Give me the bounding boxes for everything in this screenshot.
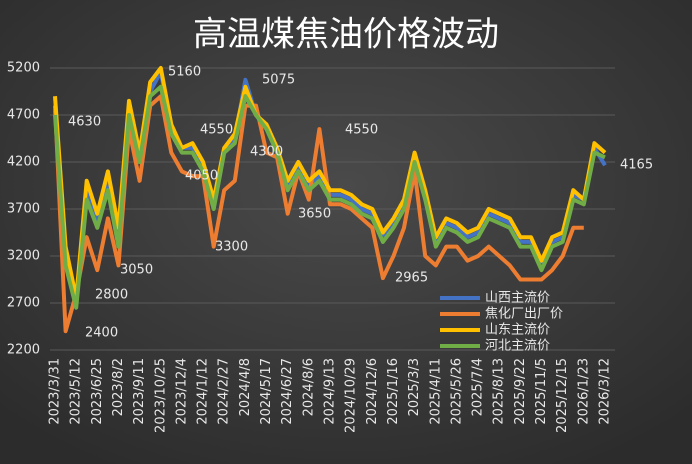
x-tick-label: 2025/5/26: [449, 358, 464, 425]
x-tick-label: 2023/6/25: [90, 358, 105, 425]
x-tick-label: 2024/9/13: [323, 358, 338, 425]
annotation: 2800: [95, 288, 128, 303]
y-tick-label: 2700: [7, 296, 40, 311]
x-tick-label: 2023/8/2: [111, 358, 126, 416]
x-tick-label: 2026/1/23: [576, 358, 591, 425]
y-tick-label: 4700: [7, 108, 40, 123]
annotation: 4550: [200, 123, 233, 138]
x-tick-label: 2025/11/5: [534, 358, 549, 425]
x-tick-label: 2025/3/3: [407, 358, 422, 416]
x-tick-label: 2025/8/13: [492, 358, 507, 425]
y-tick-label: 3700: [7, 202, 40, 217]
x-tick-label: 2025/1/16: [386, 358, 401, 425]
chart-title: 高温煤焦油价格波动: [193, 15, 499, 55]
x-tick-label: 2024/6/27: [280, 358, 295, 425]
x-tick-label: 2025/7/4: [471, 358, 486, 416]
x-tick-label: 2024/5/17: [259, 358, 274, 425]
annotation: 4050: [185, 169, 218, 184]
x-tick-label: 2025/12/15: [555, 358, 570, 433]
x-tick-label: 2024/10/29: [344, 358, 359, 433]
annotation: 2400: [85, 326, 118, 341]
y-tick-label: 3200: [7, 249, 40, 264]
x-tick-label: 2023/12/4: [174, 358, 189, 425]
annotation: 4165: [620, 158, 653, 173]
annotation: 5160: [168, 65, 201, 80]
y-tick-label: 5200: [7, 61, 40, 76]
x-tick-label: 2023/3/31: [48, 358, 63, 425]
x-tick-label: 2025/4/11: [428, 358, 443, 425]
annotation: 5075: [262, 73, 295, 88]
y-tick-label: 4200: [7, 155, 40, 170]
x-tick-label: 2024/4/8: [238, 358, 253, 416]
x-tick-label: 2023/10/25: [153, 358, 168, 433]
x-tick-label: 2023/9/11: [132, 358, 147, 425]
legend-label: 山东主流价: [485, 323, 550, 338]
annotation: 3650: [298, 207, 331, 222]
legend-label: 焦化厂出厂价: [485, 307, 563, 322]
legend-label: 河北主流价: [485, 339, 550, 354]
x-tick-label: 2025/9/22: [513, 358, 528, 425]
annotation: 3300: [215, 240, 248, 255]
annotation: 2965: [395, 271, 428, 286]
x-tick-label: 2024/2/27: [217, 358, 232, 425]
series-line: [53, 84, 606, 310]
annotation: 4300: [250, 145, 283, 160]
annotation: 4550: [345, 123, 378, 138]
legend-label: 山西主流价: [485, 291, 550, 306]
series-line: [53, 94, 584, 334]
x-tick-label: 2024/1/12: [196, 358, 211, 425]
x-tick-label: 2026/3/12: [598, 358, 613, 425]
annotation: 3050: [120, 263, 153, 278]
x-tick-label: 2024/8/6: [301, 358, 316, 416]
x-tick-label: 2024/12/6: [365, 358, 380, 425]
annotation: 4630: [68, 115, 101, 130]
y-tick-label: 2200: [7, 343, 40, 358]
x-tick-label: 2023/5/12: [69, 358, 84, 425]
